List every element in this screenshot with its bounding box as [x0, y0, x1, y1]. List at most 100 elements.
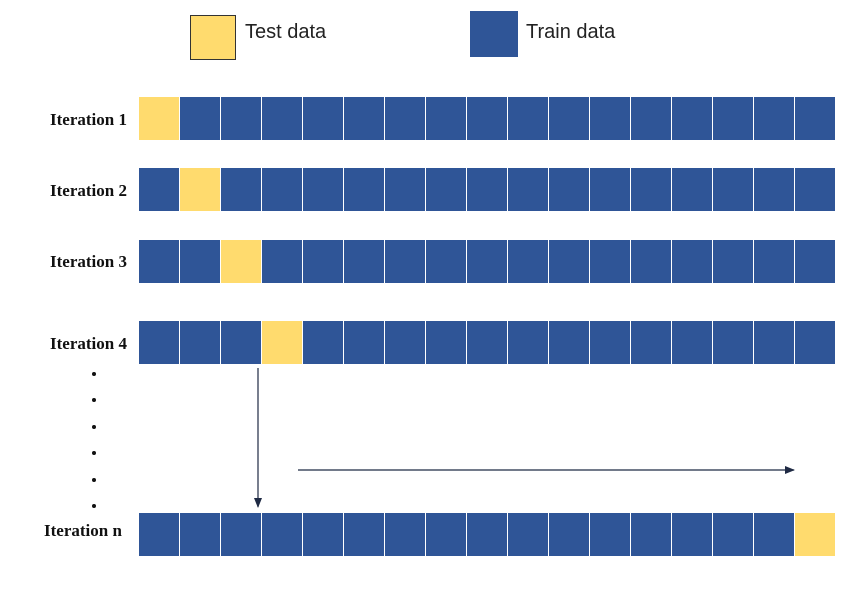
train-block	[180, 321, 221, 364]
test-data-legend-label: Test data	[245, 21, 327, 43]
train-block	[795, 240, 835, 283]
iteration-3-label: Iteration 3	[50, 252, 127, 271]
train-block	[344, 97, 385, 140]
train-block	[262, 513, 303, 556]
train-block	[631, 513, 672, 556]
train-block	[139, 321, 180, 364]
train-block	[385, 168, 426, 211]
train-block	[467, 513, 508, 556]
train-block	[754, 513, 795, 556]
iteration-4-label: Iteration 4	[50, 334, 127, 353]
train-block	[426, 513, 467, 556]
train-block	[508, 97, 549, 140]
train-block	[590, 321, 631, 364]
iteration-n-label: Iteration n	[44, 521, 122, 540]
train-block	[467, 97, 508, 140]
train-block	[508, 513, 549, 556]
ellipsis-dot	[92, 398, 96, 402]
train-block	[754, 168, 795, 211]
train-block	[672, 321, 713, 364]
train-block	[344, 240, 385, 283]
test-block	[262, 321, 303, 364]
iteration-1-label: Iteration 1	[50, 110, 127, 129]
train-block	[754, 240, 795, 283]
test-block	[221, 240, 262, 283]
train-block	[180, 513, 221, 556]
train-block	[385, 97, 426, 140]
train-block	[262, 240, 303, 283]
train-block	[549, 168, 590, 211]
train-block	[303, 240, 344, 283]
train-block	[303, 97, 344, 140]
train-block	[631, 168, 672, 211]
train-block	[508, 240, 549, 283]
test-data-legend-swatch	[190, 15, 236, 60]
train-block	[795, 168, 835, 211]
train-block	[713, 240, 754, 283]
train-block	[549, 321, 590, 364]
train-block	[426, 240, 467, 283]
train-block	[508, 168, 549, 211]
train-data-legend-label: Train data	[526, 21, 616, 43]
train-block	[713, 321, 754, 364]
train-block	[344, 321, 385, 364]
train-block	[713, 513, 754, 556]
train-block	[754, 97, 795, 140]
ellipsis-dot	[92, 478, 96, 482]
train-block	[180, 240, 221, 283]
train-block	[795, 97, 835, 140]
train-block	[262, 168, 303, 211]
train-block	[631, 97, 672, 140]
iteration-1-row	[139, 97, 835, 140]
train-block	[385, 321, 426, 364]
train-block	[221, 168, 262, 211]
ellipsis-dot	[92, 504, 96, 508]
ellipsis-dot	[92, 372, 96, 376]
iteration-3-row	[139, 240, 835, 283]
train-block	[180, 97, 221, 140]
test-block	[139, 97, 180, 140]
train-block	[631, 240, 672, 283]
train-block	[426, 168, 467, 211]
train-block	[139, 240, 180, 283]
train-block	[426, 321, 467, 364]
train-block	[549, 97, 590, 140]
train-block	[385, 240, 426, 283]
train-block	[713, 168, 754, 211]
train-block	[262, 97, 303, 140]
train-block	[426, 97, 467, 140]
train-block	[754, 321, 795, 364]
train-block	[221, 513, 262, 556]
train-block	[344, 168, 385, 211]
iteration-2-label: Iteration 2	[50, 181, 127, 200]
iteration-4-row	[139, 321, 835, 364]
ellipsis-dot	[92, 451, 96, 455]
train-block	[590, 513, 631, 556]
train-block	[303, 513, 344, 556]
train-block	[795, 321, 835, 364]
train-block	[139, 513, 180, 556]
test-block	[795, 513, 835, 556]
test-block	[180, 168, 221, 211]
train-block	[631, 321, 672, 364]
ellipsis-dot	[92, 425, 96, 429]
train-block	[221, 97, 262, 140]
train-block	[672, 513, 713, 556]
train-data-legend-swatch	[470, 11, 518, 57]
iteration-2-row	[139, 168, 835, 211]
train-block	[385, 513, 426, 556]
train-block	[139, 168, 180, 211]
train-block	[549, 240, 590, 283]
train-block	[672, 97, 713, 140]
train-block	[549, 513, 590, 556]
train-block	[672, 240, 713, 283]
train-block	[508, 321, 549, 364]
train-block	[303, 321, 344, 364]
train-block	[713, 97, 754, 140]
train-block	[590, 97, 631, 140]
train-block	[344, 513, 385, 556]
iteration-n-row	[139, 513, 835, 556]
train-block	[590, 240, 631, 283]
train-block	[467, 321, 508, 364]
